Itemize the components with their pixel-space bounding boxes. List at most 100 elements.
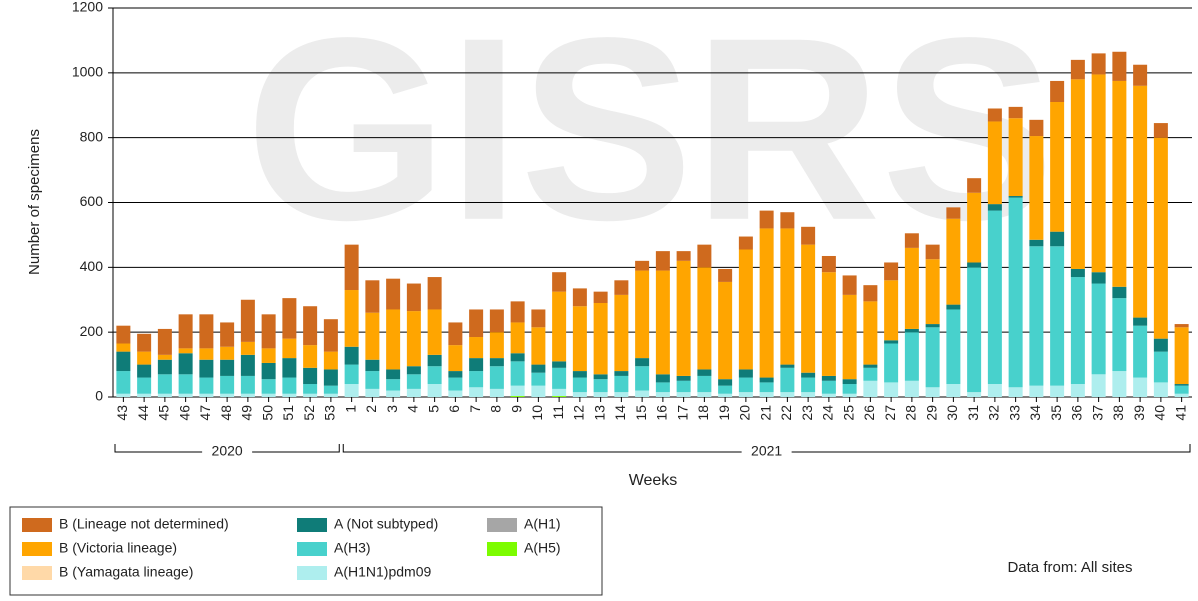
bar-segment	[614, 375, 629, 393]
legend-swatch	[297, 518, 327, 532]
bar-segment	[323, 369, 338, 386]
bar-segment	[344, 244, 359, 291]
bar-segment	[1133, 377, 1148, 397]
x-tick-label: 16	[654, 405, 670, 421]
x-tick-label: 50	[259, 405, 275, 421]
bar-segment	[697, 375, 712, 393]
x-tick-label: 8	[488, 405, 504, 413]
bar-segment	[842, 379, 857, 385]
bar-segment	[738, 392, 753, 397]
bar-segment	[1112, 80, 1127, 287]
bar-segment	[552, 361, 567, 368]
x-tick-label: 7	[467, 405, 483, 413]
bar-segment	[531, 385, 546, 397]
bar-segment	[863, 285, 878, 302]
bar-segment	[178, 374, 193, 394]
bar-segment	[1112, 298, 1127, 372]
bar-segment	[386, 390, 401, 397]
bar-segment	[282, 358, 297, 378]
bar-segment	[780, 367, 795, 393]
x-tick-label: 21	[757, 405, 773, 421]
bar-segment	[220, 322, 235, 347]
bar-segment	[655, 392, 670, 397]
bar-segment	[448, 371, 463, 378]
bar-segment	[510, 385, 525, 397]
x-tick-label: 34	[1027, 405, 1043, 421]
bar-segment	[925, 324, 940, 328]
y-axis-title: Number of specimens	[26, 129, 43, 275]
bar-segment	[261, 362, 276, 380]
bar-segment	[1133, 64, 1148, 86]
bar-segment	[448, 345, 463, 372]
bar-segment	[863, 301, 878, 365]
bar-segment	[904, 380, 919, 397]
bar-segment	[842, 294, 857, 380]
legend-label: A(H3)	[334, 540, 371, 556]
bar-segment	[780, 392, 795, 397]
bar-segment	[365, 312, 380, 360]
legend-box	[9, 506, 603, 596]
bar-segment	[303, 367, 318, 385]
bar-segment	[1174, 393, 1189, 397]
bar-segment	[406, 374, 421, 389]
bar-segment	[1008, 118, 1023, 197]
bar-segment	[904, 332, 919, 381]
bar-segment	[1029, 136, 1044, 240]
bar-segment	[344, 364, 359, 385]
x-tick-label: 35	[1048, 405, 1064, 421]
bar-segment	[738, 249, 753, 370]
bar-segment	[925, 244, 940, 260]
bar-segment	[738, 236, 753, 250]
bar-segment	[676, 380, 691, 393]
bar-segment	[1091, 53, 1106, 75]
bar-segment	[137, 377, 152, 394]
legend-label: A(H5)	[524, 540, 561, 556]
bar-segment	[323, 393, 338, 397]
bar-segment	[884, 382, 899, 397]
legend-swatch	[22, 566, 52, 580]
bar-segment	[1133, 85, 1148, 318]
x-tick-label: 27	[882, 405, 898, 421]
bar-segment	[635, 390, 650, 397]
bar-segment	[759, 228, 774, 378]
bar-segment	[240, 354, 255, 376]
bar-segment	[1174, 327, 1189, 385]
bar-segment	[531, 309, 546, 328]
legend-label: A(H1N1)pdm09	[334, 564, 431, 580]
bar-segment	[1008, 106, 1023, 119]
bar-segment	[448, 377, 463, 391]
bar-segment	[987, 384, 1002, 397]
x-tick-label: 9	[508, 405, 524, 413]
bar-segment	[780, 364, 795, 368]
bar-segment	[718, 281, 733, 380]
bar-segment	[821, 255, 836, 273]
bar-segment	[1008, 387, 1023, 397]
bar-segment	[759, 382, 774, 393]
bar-segment	[116, 371, 131, 394]
bar-segment	[1050, 385, 1065, 397]
bar-segment	[469, 371, 484, 388]
bar-segment	[821, 272, 836, 376]
bar-segment	[1029, 119, 1044, 137]
bar-segment	[1091, 74, 1106, 273]
bar-segment	[1112, 51, 1127, 81]
bar-segment	[178, 348, 193, 354]
bar-segment	[282, 377, 297, 394]
bar-segment	[821, 380, 836, 394]
bar-segment	[531, 364, 546, 373]
legend-swatch	[487, 518, 517, 532]
bar-segment	[925, 327, 940, 388]
bar-segment	[1050, 246, 1065, 386]
bar-segment	[510, 322, 525, 354]
bar-segment	[987, 204, 1002, 211]
bar-segment	[676, 392, 691, 397]
bar-segment	[635, 270, 650, 359]
legend-label: A(H1)	[524, 516, 561, 532]
x-tick-label: 37	[1089, 405, 1105, 421]
bar-segment	[344, 384, 359, 397]
bar-segment	[157, 393, 172, 397]
bar-segment	[593, 392, 608, 397]
bar-segment	[759, 392, 774, 397]
legend-swatch	[297, 542, 327, 556]
bar-segment	[1133, 325, 1148, 378]
